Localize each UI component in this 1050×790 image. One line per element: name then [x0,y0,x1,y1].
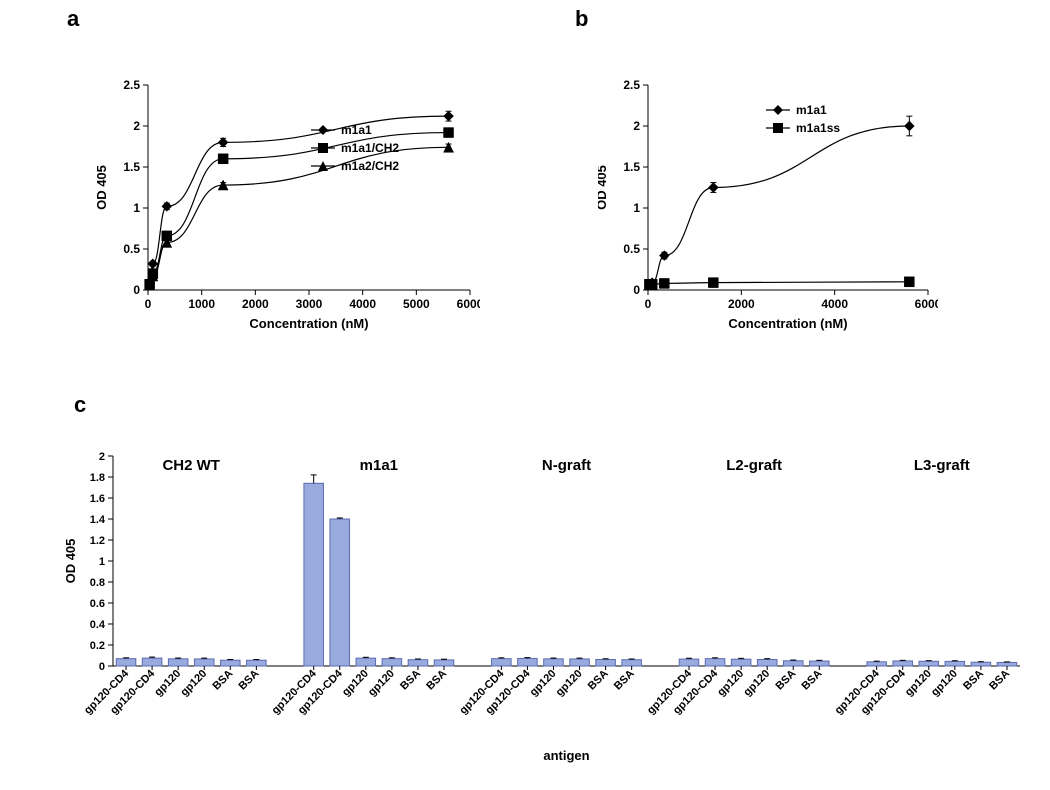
svg-text:gp120: gp120 [554,668,585,699]
svg-text:2: 2 [99,451,105,463]
svg-text:4000: 4000 [349,297,376,311]
svg-text:L3-graft: L3-graft [914,457,970,474]
panel-c-chart: 00.20.40.60.811.21.41.61.82OD 405gp120-C… [58,446,1030,766]
svg-text:3000: 3000 [296,297,323,311]
svg-text:BSA: BSA [210,668,235,693]
svg-text:1.2: 1.2 [90,535,105,547]
svg-text:2.5: 2.5 [623,78,640,92]
svg-text:OD 405: OD 405 [63,539,78,584]
svg-text:0.5: 0.5 [123,242,140,256]
svg-text:2: 2 [633,119,640,133]
svg-text:m1a1: m1a1 [341,123,372,137]
svg-text:m1a1: m1a1 [360,457,398,474]
svg-text:0: 0 [145,297,152,311]
svg-text:6000: 6000 [457,297,480,311]
svg-text:m1a1/CH2: m1a1/CH2 [341,141,399,155]
svg-text:BSA: BSA [612,668,637,693]
svg-text:gp120: gp120 [152,668,183,699]
svg-text:Concentration (nM): Concentration (nM) [728,316,847,331]
svg-text:BSA: BSA [773,668,798,693]
svg-text:gp120: gp120 [366,668,397,699]
svg-text:4000: 4000 [821,297,848,311]
svg-text:6000: 6000 [915,297,938,311]
svg-text:2.5: 2.5 [123,78,140,92]
svg-text:OD 405: OD 405 [94,165,109,210]
svg-text:1.5: 1.5 [623,160,640,174]
svg-text:m1a1ss: m1a1ss [796,121,840,135]
svg-text:1: 1 [133,201,140,215]
svg-text:0.5: 0.5 [623,242,640,256]
svg-text:1: 1 [633,201,640,215]
svg-text:m1a2/CH2: m1a2/CH2 [341,159,399,173]
svg-text:2000: 2000 [242,297,269,311]
svg-text:gp120: gp120 [178,668,209,699]
panel-a-label: a [67,6,79,32]
svg-text:CH2 WT: CH2 WT [162,457,220,474]
svg-text:0.6: 0.6 [90,598,105,610]
svg-text:gp120: gp120 [340,668,371,699]
svg-text:gp120: gp120 [741,668,772,699]
svg-text:1.5: 1.5 [123,160,140,174]
panel-b-label: b [575,6,588,32]
svg-text:m1a1: m1a1 [796,103,827,117]
svg-text:gp120: gp120 [929,668,960,699]
svg-text:1: 1 [99,556,105,568]
svg-text:antigen: antigen [543,748,589,763]
svg-text:Concentration (nM): Concentration (nM) [249,316,368,331]
svg-text:2000: 2000 [728,297,755,311]
figure-container: a b c 010002000300040005000600000.511.52… [0,0,1050,790]
svg-text:0.4: 0.4 [90,619,106,631]
svg-text:0: 0 [633,283,640,297]
svg-text:BSA: BSA [586,668,611,693]
svg-text:1.4: 1.4 [90,514,106,526]
svg-text:L2-graft: L2-graft [726,457,782,474]
svg-text:BSA: BSA [398,668,423,693]
svg-text:BSA: BSA [424,668,449,693]
svg-text:2: 2 [133,119,140,133]
svg-text:BSA: BSA [800,668,825,693]
svg-text:N-graft: N-graft [542,457,591,474]
svg-text:0.8: 0.8 [90,577,105,589]
svg-text:gp120: gp120 [528,668,559,699]
panel-c-label: c [74,392,86,418]
svg-text:BSA: BSA [987,668,1012,693]
svg-text:1000: 1000 [188,297,215,311]
svg-text:0: 0 [645,297,652,311]
panel-b-chart: 0 2000 4000 6000 0 0.5 1 1.5 2 2.5 Concentration (… [598,70,938,340]
svg-text:0: 0 [133,283,140,297]
svg-text:0.2: 0.2 [90,640,105,652]
svg-text:BSA: BSA [237,668,262,693]
svg-text:gp120: gp120 [903,668,934,699]
svg-text:OD 405: OD 405 [598,165,609,210]
svg-text:1.6: 1.6 [90,493,105,505]
svg-text:0: 0 [99,661,105,673]
panel-a-chart: 0 1000 2000 3000 4000 5000 6000 0 0.5 1 1.5 2 2.5 Con… [85,70,480,340]
svg-text:gp120: gp120 [715,668,746,699]
svg-text:1.8: 1.8 [90,472,105,484]
svg-text:BSA: BSA [961,668,986,693]
svg-text:5000: 5000 [403,297,430,311]
